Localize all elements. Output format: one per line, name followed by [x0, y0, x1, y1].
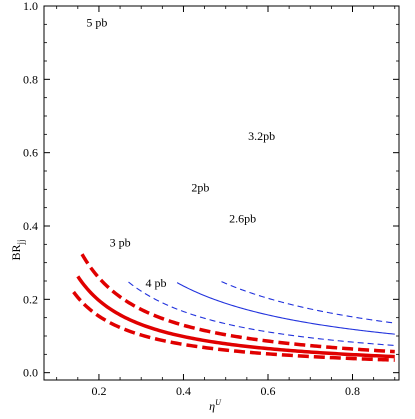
y-tick-label: 0.6 — [23, 146, 38, 160]
curve-label-background — [144, 275, 168, 290]
y-tick-label: 0.2 — [23, 292, 38, 306]
curve-4pb — [76, 275, 395, 359]
curve-label-5pb: 5 pb — [86, 16, 107, 30]
x-tick-label: 0.8 — [345, 384, 360, 398]
x-tick-label: 0.6 — [260, 384, 275, 398]
curve-3-2pb — [221, 281, 395, 324]
curve-label-2pb: 2pb — [191, 181, 209, 195]
y-tick-label: 0.4 — [23, 219, 38, 233]
curve-label-3-2pb: 3.2pb — [248, 129, 275, 143]
y-tick-label: 0.8 — [23, 72, 38, 86]
curve-label-background — [228, 211, 258, 226]
curve-5pb — [72, 290, 395, 362]
x-tick-label: 0.2 — [91, 384, 106, 398]
x-tick-label: 0.4 — [176, 384, 191, 398]
y-tick-label: 1.0 — [23, 0, 38, 13]
ticks-layer: 0.2 0.4 0.6 0.8 0.0 0.2 0.4 0.6 0.8 1.0 — [23, 0, 399, 398]
y-tick-label: 0.0 — [23, 366, 38, 380]
y-axis-title: BRjj — [9, 239, 26, 260]
curve-2-6pb — [128, 281, 395, 347]
curve-3pb — [80, 253, 395, 354]
x-axis-title: ηU — [209, 398, 222, 413]
plot-frame — [43, 5, 400, 381]
curve-label-2-6pb: 2.6pb — [229, 212, 256, 226]
curve-label-background — [85, 15, 109, 30]
curve-label-3pb: 3 pb — [110, 236, 131, 250]
curve-label-4pb: 4 pb — [145, 276, 166, 290]
labels-layer: 5 pb 3 pb 4 pb 2pb 2.6pb 3.2pb — [85, 15, 277, 290]
curves-layer — [72, 253, 395, 362]
curve-2pb — [176, 282, 395, 335]
curve-label-background — [247, 129, 277, 144]
curve-label-background — [108, 235, 132, 250]
curve-label-background — [190, 180, 211, 195]
